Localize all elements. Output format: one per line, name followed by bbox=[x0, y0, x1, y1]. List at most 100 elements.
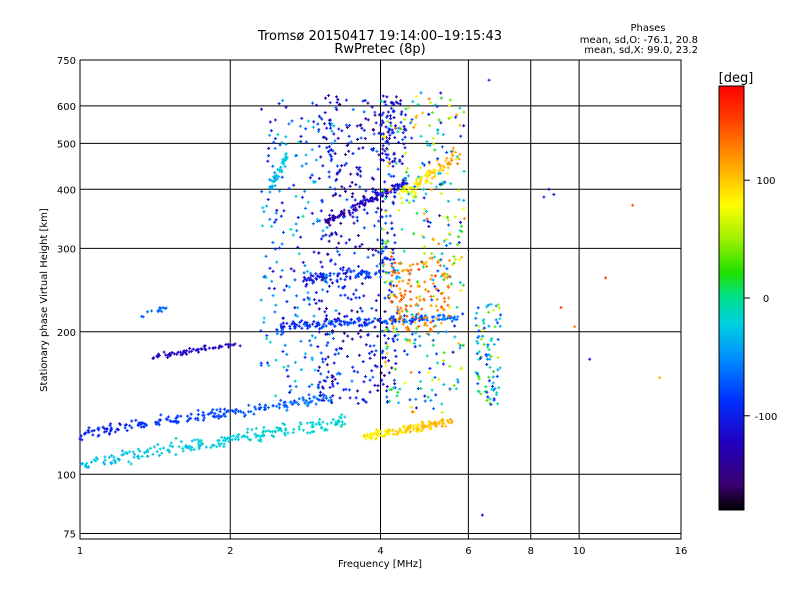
data-point bbox=[291, 233, 295, 237]
data-point bbox=[474, 323, 478, 327]
data-point bbox=[352, 369, 356, 373]
data-point bbox=[316, 369, 320, 373]
data-point bbox=[308, 397, 312, 401]
data-point bbox=[457, 157, 461, 161]
data-point bbox=[356, 173, 360, 177]
data-point bbox=[327, 145, 331, 149]
data-point bbox=[409, 121, 413, 125]
data-point bbox=[377, 131, 381, 135]
data-point bbox=[155, 450, 159, 454]
data-point bbox=[281, 331, 285, 335]
data-point bbox=[338, 396, 342, 400]
data-point bbox=[334, 309, 338, 313]
data-point bbox=[417, 324, 421, 328]
data-point bbox=[339, 221, 343, 225]
data-point bbox=[284, 105, 288, 109]
data-point bbox=[266, 429, 270, 433]
data-point bbox=[391, 202, 395, 206]
data-point bbox=[262, 275, 266, 279]
data-point bbox=[254, 407, 258, 411]
data-point bbox=[477, 329, 481, 333]
data-point bbox=[410, 320, 414, 324]
data-point bbox=[355, 310, 359, 314]
data-point bbox=[437, 377, 441, 381]
data-point bbox=[247, 437, 251, 441]
data-point bbox=[414, 397, 418, 401]
data-point bbox=[357, 316, 361, 320]
data-point bbox=[329, 322, 333, 326]
data-point bbox=[383, 180, 387, 184]
data-point bbox=[138, 449, 142, 453]
data-point bbox=[297, 397, 301, 401]
data-point bbox=[421, 161, 425, 165]
data-point bbox=[85, 461, 89, 465]
data-point bbox=[332, 272, 336, 276]
data-point bbox=[217, 413, 221, 417]
data-point bbox=[319, 237, 323, 241]
data-point bbox=[168, 444, 172, 448]
data-point bbox=[335, 372, 339, 376]
data-point bbox=[164, 417, 168, 421]
data-point bbox=[385, 156, 389, 160]
data-point bbox=[451, 146, 455, 150]
data-point bbox=[457, 240, 461, 244]
data-point bbox=[298, 421, 302, 425]
data-point bbox=[385, 327, 389, 331]
data-point bbox=[314, 301, 318, 305]
data-point bbox=[407, 192, 411, 196]
data-point bbox=[267, 286, 271, 290]
data-point bbox=[374, 121, 378, 125]
data-point bbox=[354, 245, 358, 249]
data-point bbox=[393, 349, 397, 353]
data-point bbox=[441, 180, 445, 184]
data-point bbox=[588, 357, 592, 361]
data-point bbox=[264, 407, 268, 411]
data-point bbox=[300, 116, 304, 120]
data-point bbox=[373, 437, 377, 441]
data-point bbox=[330, 374, 334, 378]
data-point bbox=[487, 310, 491, 314]
data-point bbox=[380, 227, 384, 231]
data-point bbox=[318, 327, 322, 331]
data-point bbox=[399, 262, 403, 266]
data-point bbox=[445, 273, 449, 277]
data-point bbox=[434, 287, 438, 291]
data-point bbox=[331, 394, 335, 398]
data-point bbox=[402, 249, 406, 253]
data-point bbox=[346, 296, 350, 300]
data-point bbox=[356, 317, 360, 321]
data-point bbox=[282, 324, 286, 328]
data-point bbox=[495, 393, 499, 397]
data-point bbox=[403, 427, 407, 431]
data-point bbox=[317, 398, 321, 402]
data-point bbox=[376, 318, 380, 322]
data-point bbox=[321, 274, 325, 278]
data-point bbox=[294, 313, 298, 317]
data-point bbox=[331, 329, 335, 333]
data-point bbox=[430, 378, 434, 382]
data-point bbox=[424, 288, 428, 292]
data-point bbox=[247, 403, 251, 407]
data-point bbox=[485, 363, 489, 367]
data-point bbox=[423, 323, 427, 327]
data-point bbox=[302, 275, 306, 279]
data-point bbox=[363, 375, 367, 379]
data-point bbox=[336, 98, 340, 102]
data-point bbox=[448, 162, 452, 166]
data-point bbox=[400, 294, 404, 298]
data-point bbox=[333, 262, 337, 266]
data-point bbox=[387, 371, 391, 375]
data-point bbox=[444, 424, 448, 428]
data-point bbox=[439, 321, 443, 325]
data-point bbox=[331, 418, 335, 422]
data-point bbox=[386, 337, 390, 341]
data-point bbox=[354, 288, 358, 292]
data-point bbox=[391, 432, 395, 436]
data-point bbox=[310, 425, 314, 429]
data-point bbox=[275, 404, 279, 408]
data-point bbox=[143, 422, 147, 426]
data-point bbox=[388, 295, 392, 299]
data-point bbox=[356, 402, 360, 406]
data-point bbox=[381, 269, 385, 273]
